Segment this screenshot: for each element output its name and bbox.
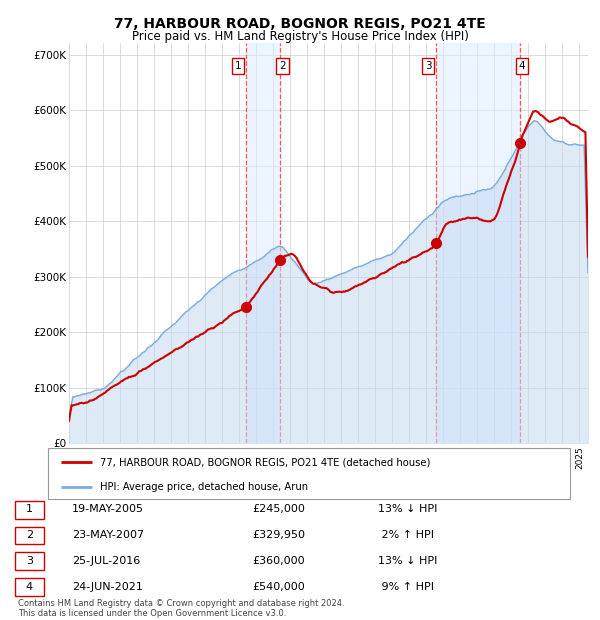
Bar [245, 43, 280, 443]
Text: £329,950: £329,950 [252, 530, 305, 540]
Text: 9% ↑ HPI: 9% ↑ HPI [378, 582, 434, 592]
Text: 19-MAY-2005: 19-MAY-2005 [72, 505, 144, 515]
Text: 24-JUN-2021: 24-JUN-2021 [72, 582, 143, 592]
Text: 77, HARBOUR ROAD, BOGNOR REGIS, PO21 4TE: 77, HARBOUR ROAD, BOGNOR REGIS, PO21 4TE [114, 17, 486, 32]
Text: Contains HM Land Registry data © Crown copyright and database right 2024.
This d: Contains HM Land Registry data © Crown c… [18, 599, 344, 618]
FancyBboxPatch shape [15, 552, 44, 570]
Text: 2: 2 [279, 61, 286, 71]
FancyBboxPatch shape [15, 526, 44, 544]
Text: 13% ↓ HPI: 13% ↓ HPI [378, 505, 437, 515]
Text: 1: 1 [26, 505, 33, 515]
Text: 4: 4 [26, 582, 33, 592]
Text: 77, HARBOUR ROAD, BOGNOR REGIS, PO21 4TE (detached house): 77, HARBOUR ROAD, BOGNOR REGIS, PO21 4TE… [100, 458, 431, 467]
Text: Price paid vs. HM Land Registry's House Price Index (HPI): Price paid vs. HM Land Registry's House … [131, 30, 469, 43]
Text: £540,000: £540,000 [252, 582, 305, 592]
Text: 25-JUL-2016: 25-JUL-2016 [72, 556, 140, 566]
Bar [436, 43, 520, 443]
FancyBboxPatch shape [15, 578, 44, 596]
Text: 4: 4 [519, 61, 526, 71]
Text: 23-MAY-2007: 23-MAY-2007 [72, 530, 144, 540]
Text: £245,000: £245,000 [252, 505, 305, 515]
Text: £360,000: £360,000 [252, 556, 305, 566]
FancyBboxPatch shape [48, 448, 570, 499]
Text: 1: 1 [235, 61, 241, 71]
Text: 13% ↓ HPI: 13% ↓ HPI [378, 556, 437, 566]
FancyBboxPatch shape [15, 501, 44, 518]
Text: 2% ↑ HPI: 2% ↑ HPI [378, 530, 434, 540]
Text: 3: 3 [425, 61, 431, 71]
Text: 3: 3 [26, 556, 33, 566]
Text: 2: 2 [26, 530, 33, 540]
Text: HPI: Average price, detached house, Arun: HPI: Average price, detached house, Arun [100, 482, 308, 492]
